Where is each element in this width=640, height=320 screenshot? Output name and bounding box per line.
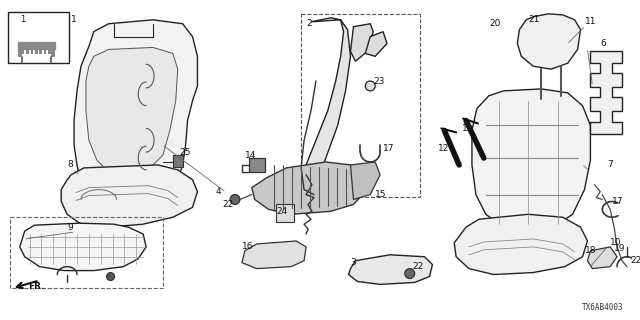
Bar: [276, 204, 294, 222]
Circle shape: [636, 265, 640, 273]
Polygon shape: [61, 165, 198, 227]
Text: 11: 11: [584, 17, 596, 26]
Text: 2: 2: [306, 19, 312, 28]
Text: 6: 6: [600, 39, 606, 48]
Text: 1: 1: [71, 15, 77, 24]
Polygon shape: [252, 162, 365, 214]
Text: TX6AB4003: TX6AB4003: [582, 303, 624, 312]
Bar: [51, 44, 55, 57]
Bar: [249, 158, 264, 172]
Text: 21: 21: [528, 15, 540, 24]
Bar: [301, 14, 420, 196]
Polygon shape: [242, 241, 306, 268]
Polygon shape: [304, 18, 351, 188]
Polygon shape: [351, 162, 380, 199]
Polygon shape: [74, 20, 198, 209]
Text: 13: 13: [462, 124, 474, 133]
Bar: [35, 49, 38, 54]
Polygon shape: [591, 52, 622, 134]
Text: 24: 24: [276, 207, 288, 216]
Bar: [18, 44, 22, 57]
Polygon shape: [351, 24, 373, 61]
Bar: [26, 49, 29, 54]
Text: 18: 18: [584, 246, 596, 255]
Bar: [173, 155, 182, 167]
Text: 22: 22: [222, 200, 234, 209]
Circle shape: [107, 273, 115, 280]
Text: 7: 7: [607, 160, 613, 169]
Circle shape: [405, 268, 415, 278]
Circle shape: [365, 81, 375, 91]
Bar: [40, 49, 42, 54]
Text: 20: 20: [490, 19, 501, 28]
Text: 17: 17: [383, 144, 395, 153]
Text: 9: 9: [67, 223, 73, 232]
Polygon shape: [517, 14, 580, 69]
Bar: [49, 49, 51, 54]
Text: 12: 12: [438, 144, 450, 153]
Polygon shape: [349, 255, 433, 284]
Bar: [31, 49, 33, 54]
Polygon shape: [454, 214, 588, 275]
Text: 19: 19: [614, 244, 626, 253]
Text: 8: 8: [67, 160, 73, 169]
Text: 10: 10: [610, 238, 621, 247]
Text: FR.: FR.: [28, 282, 44, 291]
Text: 3: 3: [351, 258, 356, 267]
Bar: [44, 49, 47, 54]
Text: 14: 14: [245, 151, 256, 160]
Text: 16: 16: [242, 242, 253, 252]
Text: 17: 17: [612, 197, 623, 206]
Text: 22: 22: [630, 256, 640, 265]
Text: 15: 15: [375, 190, 387, 199]
Text: 23: 23: [373, 76, 385, 85]
Bar: [53, 49, 55, 54]
Polygon shape: [588, 247, 617, 268]
Circle shape: [230, 195, 240, 204]
Bar: [22, 49, 24, 54]
Polygon shape: [86, 47, 178, 175]
Text: 22: 22: [413, 262, 424, 271]
Polygon shape: [472, 89, 591, 231]
Polygon shape: [365, 32, 387, 56]
Text: 4: 4: [215, 187, 221, 196]
Text: 1: 1: [20, 15, 25, 24]
Text: 25: 25: [180, 148, 191, 156]
Polygon shape: [20, 223, 146, 271]
Bar: [10, 217, 163, 288]
Bar: [8, 12, 69, 63]
